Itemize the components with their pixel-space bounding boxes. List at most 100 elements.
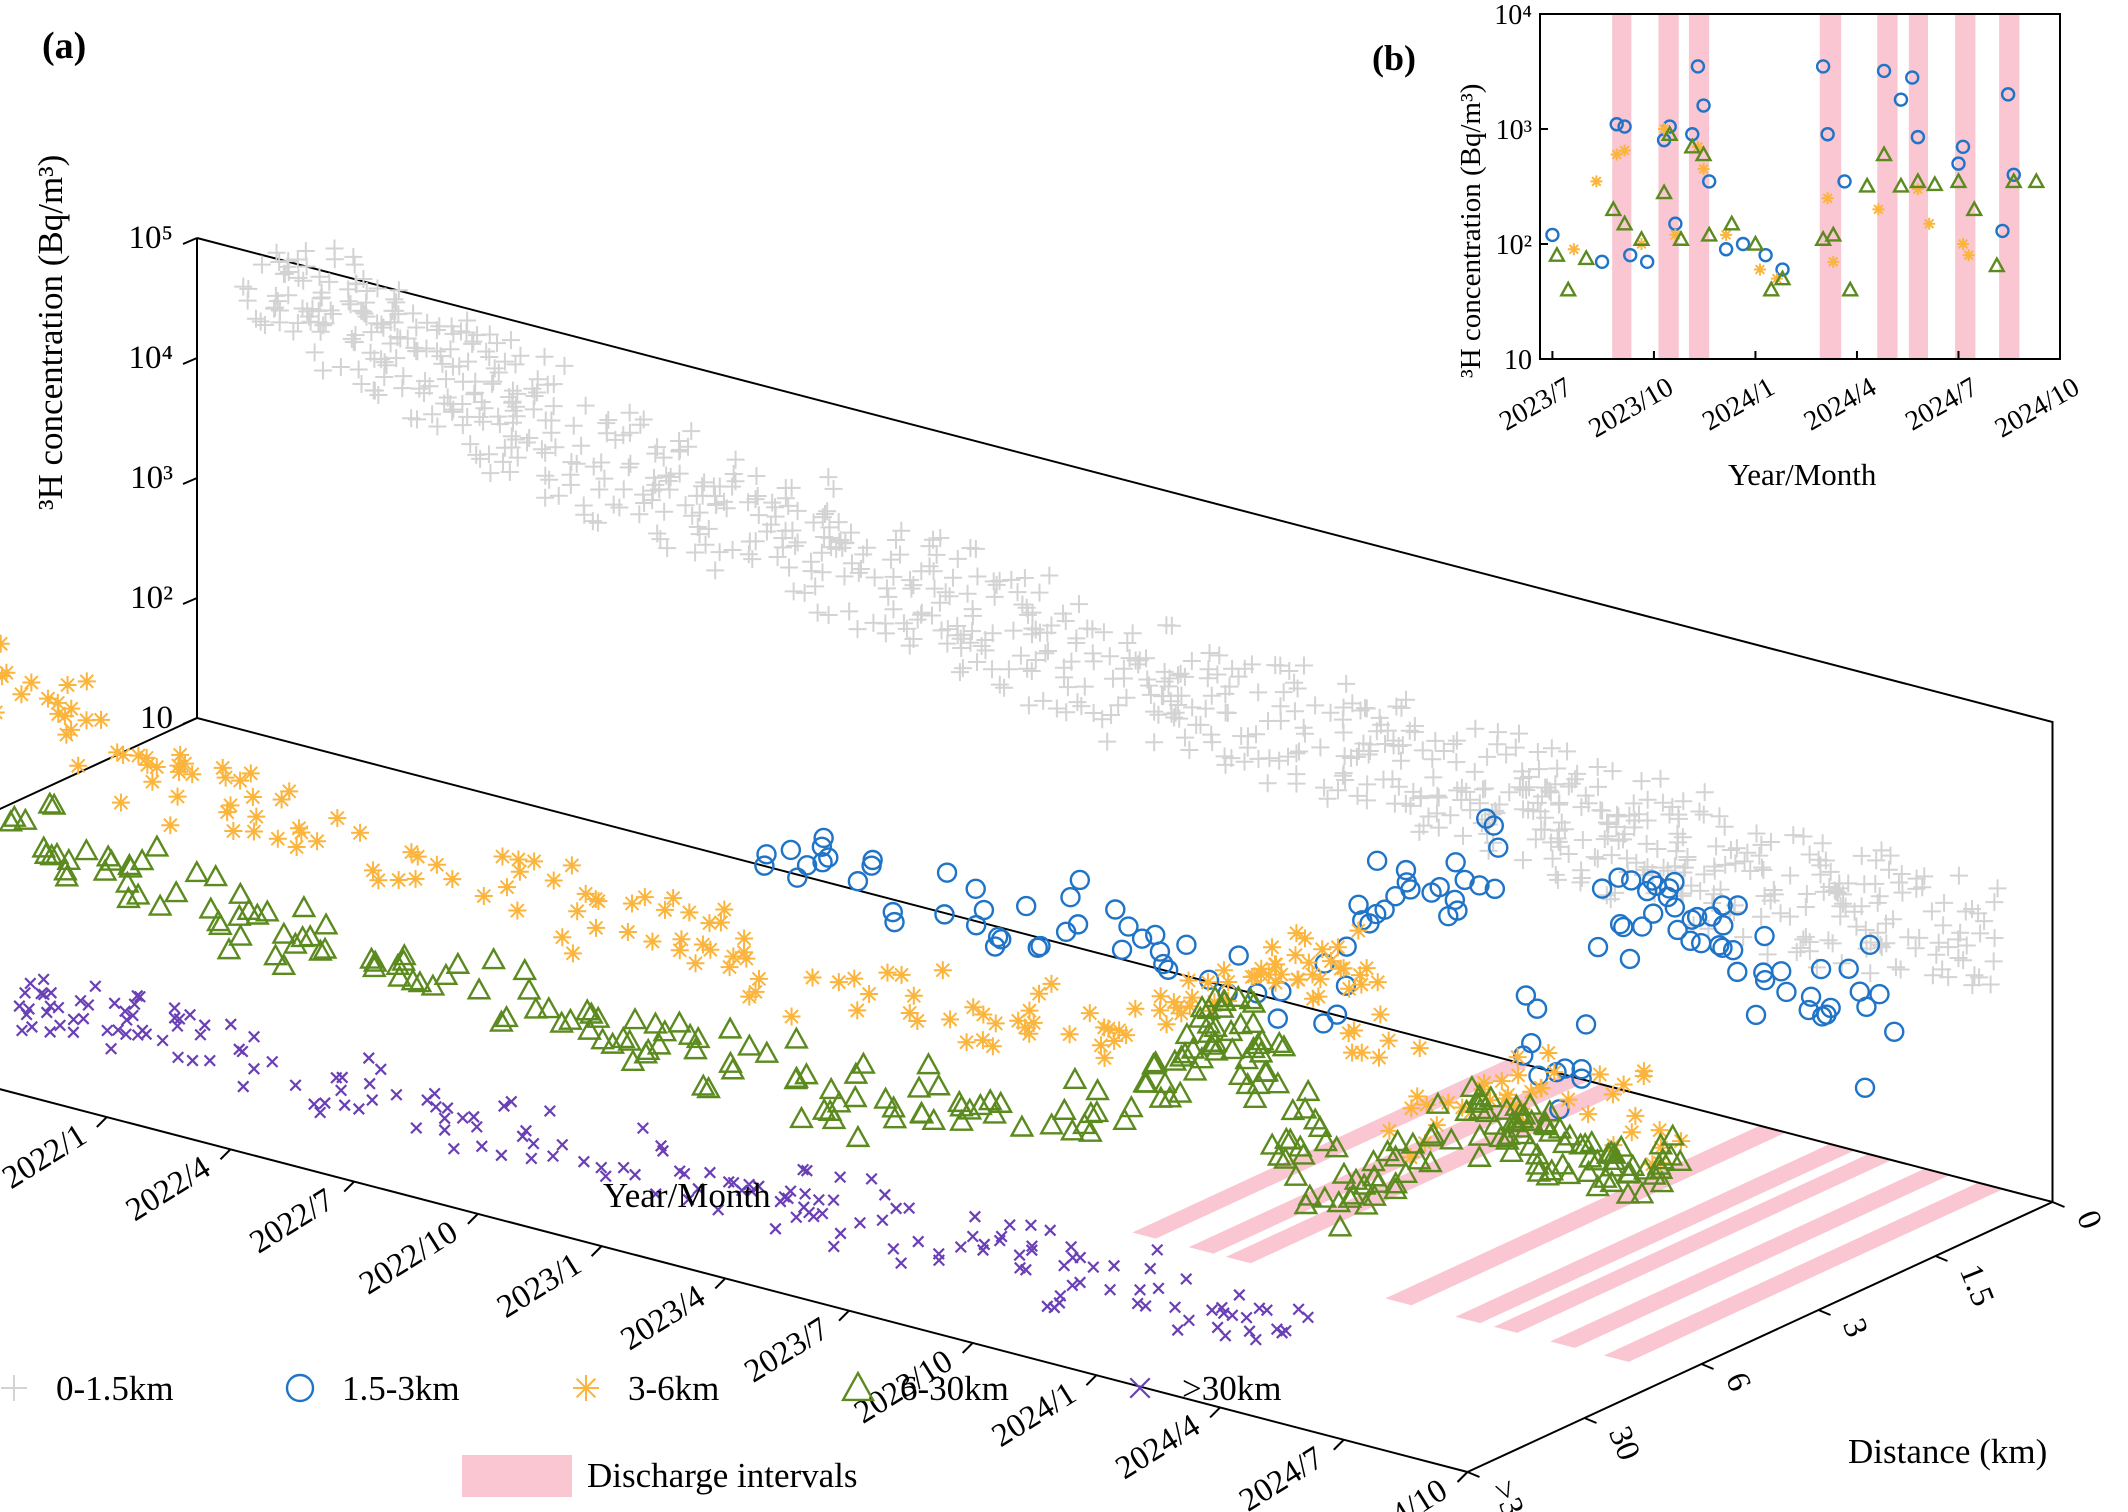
data-point: [1162, 1048, 1188, 1071]
data-point: [1445, 852, 1466, 873]
data-point: [549, 486, 568, 505]
data-point: [1216, 684, 1235, 703]
data-point: [49, 704, 68, 723]
data-point: [1095, 1048, 1114, 1067]
data-point: [1886, 958, 1905, 977]
data-point: [1179, 971, 1198, 990]
data-point: [576, 884, 595, 903]
data-point: [1922, 902, 1941, 921]
data-point: [794, 1062, 819, 1085]
data-point: [377, 356, 396, 375]
data-point: [1342, 749, 1361, 768]
data-point: [1609, 117, 1624, 132]
data-point: [393, 379, 412, 398]
data-point: [52, 1001, 65, 1014]
data-point: [1240, 1311, 1253, 1324]
data-point: [894, 614, 913, 633]
data-point: [1196, 699, 1215, 718]
data-point: [44, 841, 70, 865]
data-point: [1391, 751, 1410, 770]
data-point: [1358, 775, 1377, 794]
data-point: [344, 247, 363, 266]
data-point: [227, 881, 253, 904]
data-point: [1216, 755, 1235, 774]
data-point: [1935, 893, 1954, 912]
data-point: [769, 1222, 782, 1235]
data-point: [1198, 669, 1217, 688]
data-point: [1274, 683, 1293, 702]
data-point: [819, 468, 838, 487]
distance-tick-label: 0: [2069, 1206, 2109, 1235]
data-point: [1637, 880, 1658, 902]
data-point: [1745, 1004, 1767, 1026]
data-point: [247, 1062, 261, 1075]
data-point: [562, 856, 581, 875]
data-point: [489, 1009, 514, 1032]
discharge-band: [1455, 1143, 1855, 1324]
time-tick: [961, 1342, 974, 1354]
data-point: [1559, 845, 1578, 864]
data-point: [739, 493, 758, 512]
data-point: [953, 659, 972, 678]
data-point: [797, 1163, 810, 1176]
data-point: [1653, 793, 1672, 812]
distance-axis-label: Distance (km): [1848, 1432, 2047, 1471]
data-point: [1418, 1124, 1444, 1147]
data-point: [244, 822, 263, 841]
data-point: [1134, 1070, 1159, 1093]
data-point: [328, 809, 347, 828]
time-tick: [467, 1213, 479, 1225]
data-point: [1559, 280, 1578, 297]
data-point: [1988, 879, 2007, 898]
data-point: [743, 550, 762, 569]
data-point: [252, 255, 271, 274]
data-point: [497, 878, 516, 897]
data-point: [999, 660, 1018, 679]
data-point: [374, 1063, 387, 1076]
data-point: [983, 660, 1002, 679]
data-point: [1592, 1165, 1618, 1188]
data-point: [1478, 747, 1497, 766]
data-point: [1056, 612, 1075, 631]
data-point: [362, 949, 388, 972]
data-point: [1820, 127, 1835, 142]
data-point: [1526, 1159, 1552, 1182]
data-point: [1013, 595, 1032, 614]
data-point: [1892, 176, 1910, 193]
data-point: [788, 501, 807, 520]
data-point: [1758, 247, 1773, 263]
data-point: [1235, 752, 1254, 771]
discharge-band: [1819, 14, 1842, 359]
legend-marker: [285, 1373, 315, 1403]
data-point: [1326, 1004, 1348, 1025]
data-point: [1617, 119, 1632, 134]
data-point: [1747, 824, 1766, 843]
legend-label: 1.5-3km: [342, 1369, 460, 1408]
data-point: [236, 1045, 249, 1058]
data-point: [505, 1095, 518, 1108]
data-point: [1072, 697, 1091, 716]
data-point: [15, 1024, 29, 1037]
data-point: [693, 477, 712, 496]
data-point: [643, 932, 662, 951]
data-point: [1626, 1106, 1645, 1125]
data-point: [1343, 1167, 1369, 1190]
data-point: [1232, 727, 1251, 746]
series-0-1-5km: [234, 239, 2007, 995]
data-point: [966, 1230, 979, 1243]
data-point: [1859, 934, 1881, 956]
data-point: [1856, 996, 1877, 1018]
data-point: [780, 839, 802, 861]
data-point: [1651, 769, 1670, 788]
data-point: [1087, 1261, 1100, 1274]
data-point: [650, 480, 669, 499]
data-point: [748, 486, 767, 505]
data-point: [1828, 884, 1847, 903]
data-point: [909, 1100, 934, 1123]
data-point: [1965, 966, 1984, 985]
data-point: [1726, 854, 1745, 873]
concentration-axis-ticks: 10 10² 10³ 10⁴ 10⁵: [128, 220, 198, 736]
data-point: [987, 575, 1006, 594]
data-point: [1467, 1096, 1493, 1120]
data-point: [511, 346, 530, 365]
